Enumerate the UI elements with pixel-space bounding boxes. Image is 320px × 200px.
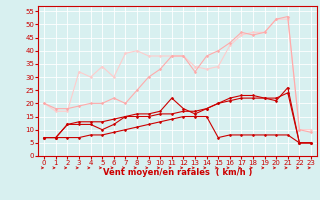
X-axis label: Vent moyen/en rafales  ( km/h ): Vent moyen/en rafales ( km/h )	[103, 168, 252, 177]
